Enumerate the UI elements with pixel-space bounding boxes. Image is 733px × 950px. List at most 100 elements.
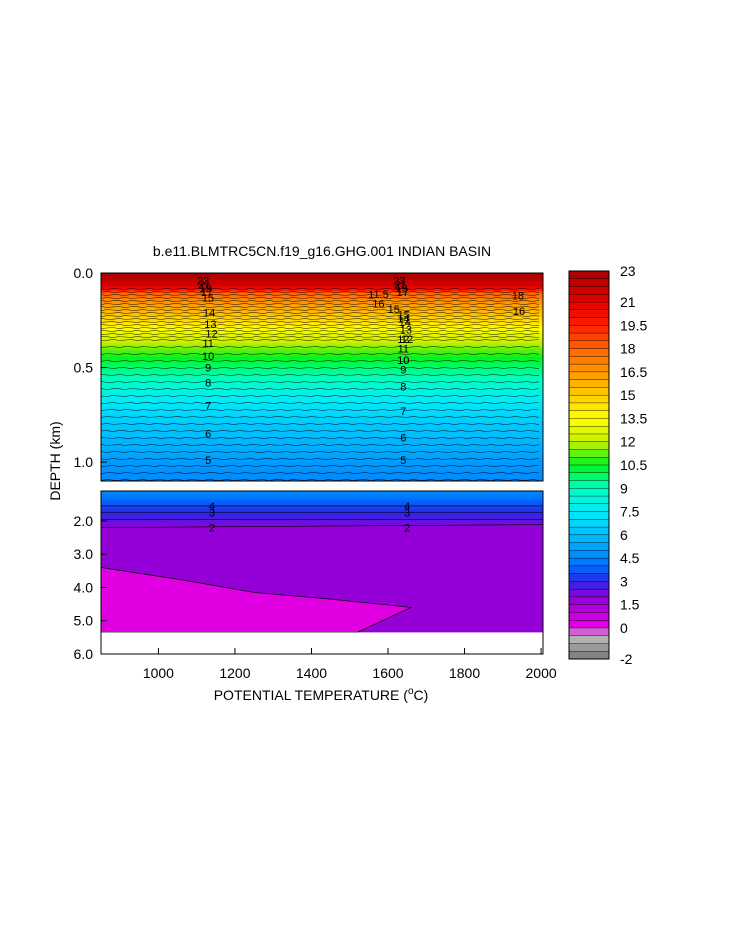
colorbar-bin (568, 371, 610, 381)
colorbar-bin (568, 340, 610, 350)
upper-fill-band (101, 471, 543, 474)
upper-contour-line (100, 287, 540, 291)
lower-contour-line (100, 524, 544, 528)
lower-fill-band (101, 577, 543, 580)
upper-fill-band (101, 467, 543, 470)
colorbar-tick-label: 3 (620, 573, 628, 589)
upper-contour-line (100, 471, 540, 475)
colorbar-bin (568, 511, 610, 520)
lower-fill-band (101, 493, 543, 496)
lower-fill-band (101, 589, 543, 592)
colorbar-bin (568, 612, 610, 621)
lower-fill-band (101, 503, 543, 506)
contour-label: 17 (396, 287, 408, 299)
upper-contour-line (100, 359, 540, 363)
y-axis-label: DEPTH (km) (47, 421, 63, 500)
contour-label: 10 (397, 355, 409, 367)
upper-contour-line (100, 329, 539, 333)
upper-fill-band (101, 367, 543, 370)
upper-fill-band (101, 477, 543, 480)
lower-fill-band (101, 595, 543, 598)
upper-fill-band (101, 349, 543, 352)
contour-label-extra: 14 (397, 313, 409, 325)
upper-contour-line (100, 422, 540, 426)
colorbar-bin (568, 394, 610, 404)
x-tick-label: 1000 (143, 665, 174, 681)
lower-fill-band (101, 575, 543, 578)
colorbar-tick-label: 16.5 (620, 364, 647, 380)
contour-label: 15 (398, 310, 410, 322)
upper-contour-line (100, 335, 540, 339)
lower-fill-band (101, 581, 543, 584)
lower-fill-band (101, 511, 543, 514)
lower-fill-band (101, 529, 543, 532)
upper-fill-band (101, 473, 543, 476)
lower-fill-band (101, 533, 543, 536)
lower-fill-band (101, 561, 543, 564)
y-tick-label: 2.0 (74, 513, 94, 529)
lower-fill-band (101, 541, 543, 544)
upper-fill-band (101, 317, 543, 320)
colorbar-bin (568, 581, 610, 590)
upper-fill-band (101, 397, 543, 400)
colorbar-tick-label: 23 (620, 263, 636, 279)
colorbar-bin (568, 464, 610, 474)
upper-fill-band (101, 273, 543, 276)
upper-fill-band (101, 285, 543, 288)
colorbar-bin (568, 480, 610, 489)
upper-fill-band (101, 425, 543, 428)
colorbar-bin (568, 604, 610, 613)
upper-fill-band (101, 347, 543, 350)
upper-contour-line (100, 320, 540, 324)
x-axis-label-end: C) (414, 687, 429, 703)
upper-fill-band (101, 321, 543, 324)
upper-contour-line (100, 323, 540, 327)
upper-contour-line (100, 436, 540, 440)
upper-fill-band (101, 385, 543, 388)
upper-contour-line (100, 478, 540, 482)
upper-fill-band (101, 283, 543, 286)
contour-label: 5 (205, 455, 211, 467)
colorbar-bin (568, 519, 610, 528)
colorbar-bin (568, 627, 610, 637)
upper-fill-band (101, 383, 543, 386)
contour-label-extra: 11.5 (368, 289, 389, 301)
lower-fill-band (101, 497, 543, 500)
lower-fill-band (101, 593, 543, 596)
upper-contour-line (100, 443, 540, 447)
x-axis-label: POTENTIAL TEMPERATURE (oC) (214, 686, 429, 703)
contour-label: 6 (205, 429, 211, 441)
upper-fill-band (101, 351, 543, 354)
upper-fill-band (101, 323, 543, 326)
lower-fill-band (101, 587, 543, 590)
contour-label: 9 (400, 364, 406, 376)
colorbar-tick-label: 15 (620, 387, 636, 403)
colorbar-bin (568, 534, 610, 544)
upper-fill-band (101, 417, 543, 420)
upper-contour-line (100, 308, 540, 312)
upper-contour-line (100, 296, 540, 300)
colorbar-bin (568, 402, 610, 412)
upper-fill-band (101, 457, 543, 460)
upper-contour-line (100, 401, 540, 405)
lower-fill-band (101, 513, 543, 516)
upper-fill-band (101, 421, 543, 424)
lower-fill-band (101, 495, 543, 498)
contour-label: 8 (400, 381, 406, 393)
upper-fill-band (101, 415, 543, 418)
lower-fill-band (101, 555, 543, 558)
upper-fill-band (101, 437, 543, 440)
upper-fill-band (101, 449, 543, 452)
colorbar-bin (568, 557, 610, 567)
contour-label-extra: 10 (397, 355, 409, 367)
y-axis: 0.0 0.5 1.0 2.0 3.0 4.0 5.0 6.0 (74, 265, 107, 662)
colorbar-bin (568, 410, 610, 419)
contour-label: 19 (395, 283, 407, 295)
lower-fill-band (101, 531, 543, 534)
x-tick-label: 1600 (372, 665, 403, 681)
upper-contour-line (100, 317, 540, 321)
upper-contour-line (100, 302, 540, 306)
contour-label: 18 (512, 291, 524, 303)
